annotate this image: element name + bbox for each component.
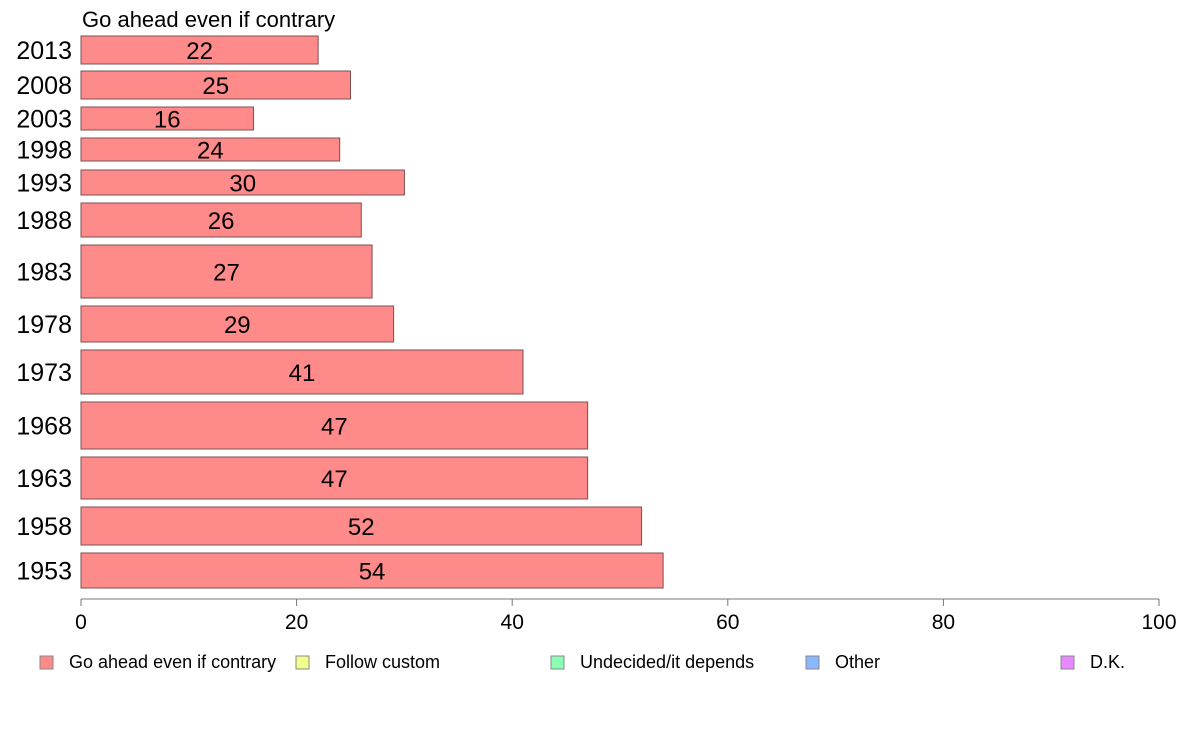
y-tick-label-1968: 1968 <box>16 413 72 441</box>
y-tick-label-1973: 1973 <box>16 359 72 387</box>
y-tick-label-1988: 1988 <box>16 207 72 235</box>
legend-swatch-1 <box>295 655 310 670</box>
legend-swatch-2 <box>550 655 565 670</box>
bar-1998 <box>80 137 341 162</box>
value-label-1953: 54 <box>359 559 386 586</box>
bar-1983 <box>80 244 373 299</box>
bars-group <box>80 35 664 589</box>
value-label-2013: 22 <box>186 38 213 65</box>
y-tick-label-1958: 1958 <box>16 513 72 541</box>
value-label-1983: 27 <box>213 260 240 287</box>
legend-swatch-4 <box>1060 655 1075 670</box>
bar-1978 <box>80 305 395 343</box>
chart-title: Go ahead even if contrary <box>82 7 335 32</box>
y-tick-label-1953: 1953 <box>16 558 72 586</box>
legend-label-0: Go ahead even if contrary <box>69 652 276 672</box>
x-tick-label-40: 40 <box>501 611 524 634</box>
legend: Go ahead even if contrary Follow custom Un… <box>39 652 1125 672</box>
value-label-1988: 26 <box>208 208 235 235</box>
legend-label-2: Undecided/it depends <box>580 652 754 672</box>
value-label-1998: 24 <box>197 138 224 165</box>
bar-1988 <box>80 202 362 238</box>
y-tick-label-2003: 2003 <box>16 106 72 134</box>
y-tick-label-1983: 1983 <box>16 259 72 287</box>
y-tick-label-1998: 1998 <box>16 137 72 165</box>
bar-1973 <box>80 349 524 395</box>
legend-label-1: Follow custom <box>325 652 440 672</box>
bar-1963 <box>80 456 589 500</box>
bar-1958 <box>80 506 643 546</box>
y-tick-label-1963: 1963 <box>16 465 72 493</box>
value-label-1958: 52 <box>348 514 375 541</box>
x-tick-label-20: 20 <box>285 611 308 634</box>
bar-1993 <box>80 169 405 196</box>
bar-1968 <box>80 401 589 450</box>
y-tick-label-2013: 2013 <box>16 37 72 65</box>
legend-swatch-0 <box>39 655 54 670</box>
value-label-2008: 25 <box>202 73 229 100</box>
value-label-1968: 47 <box>321 414 348 441</box>
bar-2013 <box>80 35 319 65</box>
y-axis-labels: 2013 2008 2003 1998 1993 1988 1983 1978 1973 1968… <box>16 37 72 586</box>
value-label-1978: 29 <box>224 312 251 339</box>
y-tick-label-1993: 1993 <box>16 170 72 198</box>
x-tick-label-0: 0 <box>75 611 87 634</box>
bar-1953 <box>80 552 664 589</box>
x-tick-label-100: 100 <box>1141 611 1176 634</box>
y-tick-label-1978: 1978 <box>16 311 72 339</box>
bar-2008 <box>80 70 351 100</box>
x-axis: 0 20 40 60 80 100 <box>75 598 1177 634</box>
value-label-1993: 30 <box>229 171 256 198</box>
legend-swatch-3 <box>805 655 820 670</box>
value-label-1963: 47 <box>321 466 348 493</box>
value-label-1973: 41 <box>289 360 316 387</box>
x-tick-label-60: 60 <box>716 611 739 634</box>
bar-2003 <box>80 106 254 131</box>
y-tick-label-2008: 2008 <box>16 72 72 100</box>
x-tick-label-80: 80 <box>932 611 955 634</box>
legend-label-4: D.K. <box>1090 652 1125 672</box>
value-label-2003: 16 <box>154 107 181 134</box>
legend-label-3: Other <box>835 652 880 672</box>
